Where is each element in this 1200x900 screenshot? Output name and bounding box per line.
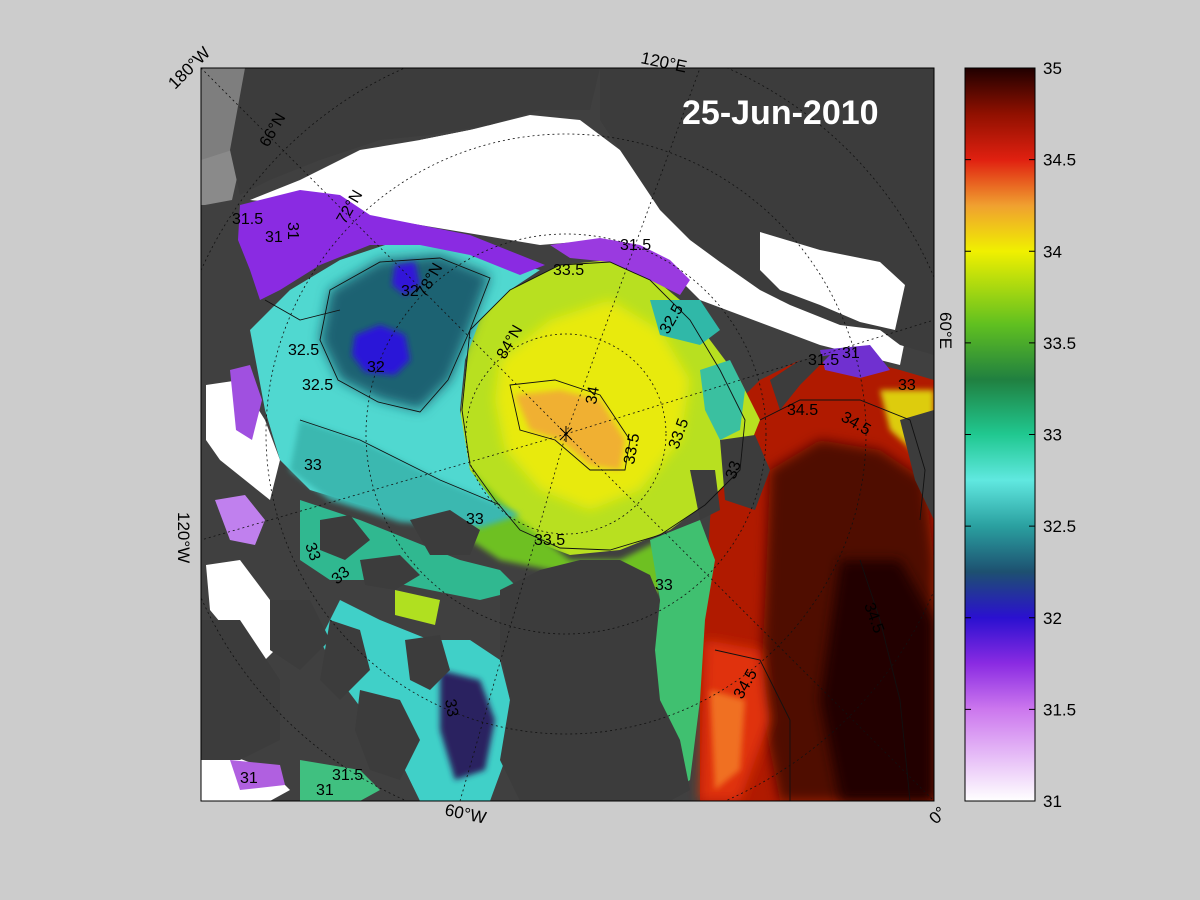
contour-lines bbox=[264, 257, 926, 801]
contour-label: 33 bbox=[466, 511, 484, 528]
contour-label: 31 bbox=[284, 222, 301, 240]
colorbar-ticks: 31 31.5 32 32.5 33 33.5 34 34.5 35 bbox=[965, 59, 1076, 811]
contour-label: 33 bbox=[441, 698, 461, 719]
contour-label: 33.5 bbox=[553, 262, 584, 279]
contour-label: 33 bbox=[655, 577, 673, 594]
contour-label: 32 bbox=[401, 283, 419, 300]
contour-label: 31.5 bbox=[620, 237, 651, 254]
contour-label: 31.5 bbox=[332, 767, 363, 784]
contour-label: 32.5 bbox=[288, 342, 319, 359]
graticule bbox=[201, 68, 934, 801]
contour-label: 33 bbox=[304, 457, 322, 474]
contour-label: 31 bbox=[842, 345, 860, 362]
colorbar-scale bbox=[964, 67, 1036, 802]
map-border bbox=[200, 67, 935, 802]
sea-ice-overlay bbox=[400, 118, 905, 330]
contour-label: 31.5 bbox=[808, 352, 839, 369]
colorbar-tick-label: 31.5 bbox=[1043, 700, 1076, 719]
colorbar: 31 31.5 32 32.5 33 33.5 34 34.5 35 bbox=[964, 59, 1076, 811]
contour-label: 33 bbox=[301, 541, 323, 564]
longitude-label: 60°W bbox=[443, 800, 488, 827]
colorbar-tick-label: 33.5 bbox=[1043, 334, 1076, 353]
colorbar-tick-label: 34.5 bbox=[1043, 151, 1076, 170]
colorbar-tick-label: 34 bbox=[1043, 242, 1062, 261]
contour-label: 33.5 bbox=[534, 532, 565, 549]
contour-label: 31 bbox=[265, 229, 283, 246]
colorbar-tick-label: 33 bbox=[1043, 426, 1062, 445]
salinity-field bbox=[215, 190, 934, 801]
contour-label: 33.5 bbox=[621, 432, 643, 466]
longitude-label: 60°E bbox=[936, 312, 955, 349]
colorbar-tick-label: 31 bbox=[1043, 792, 1062, 811]
contour-label: 34 bbox=[583, 385, 603, 406]
colorbar-tick-label: 32.5 bbox=[1043, 517, 1076, 536]
contour-label: 32 bbox=[367, 359, 385, 376]
contour-label: 31 bbox=[240, 770, 258, 787]
contour-label: 33 bbox=[723, 459, 745, 482]
colorbar-tick-label: 32 bbox=[1043, 609, 1062, 628]
longitude-label: 120°W bbox=[174, 512, 193, 563]
colorbar-tick-label: 35 bbox=[1043, 59, 1062, 78]
map-date-title: 25-Jun-2010 bbox=[682, 94, 879, 132]
longitude-label: 0° bbox=[925, 803, 950, 828]
contour-label: 33 bbox=[898, 377, 916, 394]
contour-label: 31.5 bbox=[232, 211, 263, 228]
north-pole-marker bbox=[559, 426, 573, 442]
contour-label: 34.5 bbox=[787, 402, 818, 419]
contour-label: 31 bbox=[316, 782, 334, 799]
map-panel: 31.5 31 31 32.5 32.5 32 32 33 33 33 33 3… bbox=[201, 68, 934, 801]
contour-label: 32.5 bbox=[302, 377, 333, 394]
